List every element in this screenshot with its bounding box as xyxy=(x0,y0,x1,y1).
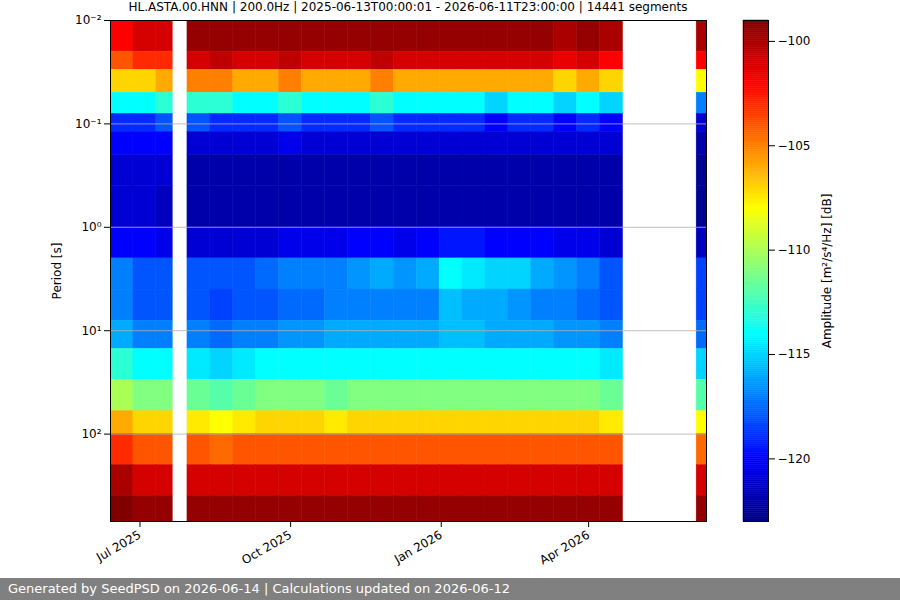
svg-text:10⁻²: 10⁻² xyxy=(75,13,102,27)
html-text:Generated by SeedPSD on 2026-0: Generated by SeedPSD on 2026-06-14 | Cal… xyxy=(8,581,510,596)
svg-text:10²: 10² xyxy=(81,427,101,441)
svg-text:−105: −105 xyxy=(778,139,811,153)
svg-text:10⁻¹: 10⁻¹ xyxy=(75,117,102,131)
svg-text:Oct 2025: Oct 2025 xyxy=(239,528,294,568)
svg-text:Period [s]: Period [s] xyxy=(50,243,64,300)
svg-text:Jan 2026: Jan 2026 xyxy=(391,528,445,567)
svg-text:10¹: 10¹ xyxy=(81,324,101,338)
html-text:HL.ASTA.00.HNN | 200.0Hz | 202: HL.ASTA.00.HNN | 200.0Hz | 2025-06-13T00… xyxy=(128,0,688,14)
svg-text:−120: −120 xyxy=(778,452,811,466)
svg-text:10⁰: 10⁰ xyxy=(81,220,101,234)
svg-text:Amplitude [m²/s⁴/Hz] [dB]: Amplitude [m²/s⁴/Hz] [dB] xyxy=(820,194,834,349)
svg-text:Apr 2026: Apr 2026 xyxy=(537,528,592,568)
svg-text:−100: −100 xyxy=(778,34,811,48)
svg-text:−115: −115 xyxy=(778,347,811,361)
svg-text:−110: −110 xyxy=(778,243,811,257)
svg-text:Jul 2025: Jul 2025 xyxy=(93,528,143,565)
